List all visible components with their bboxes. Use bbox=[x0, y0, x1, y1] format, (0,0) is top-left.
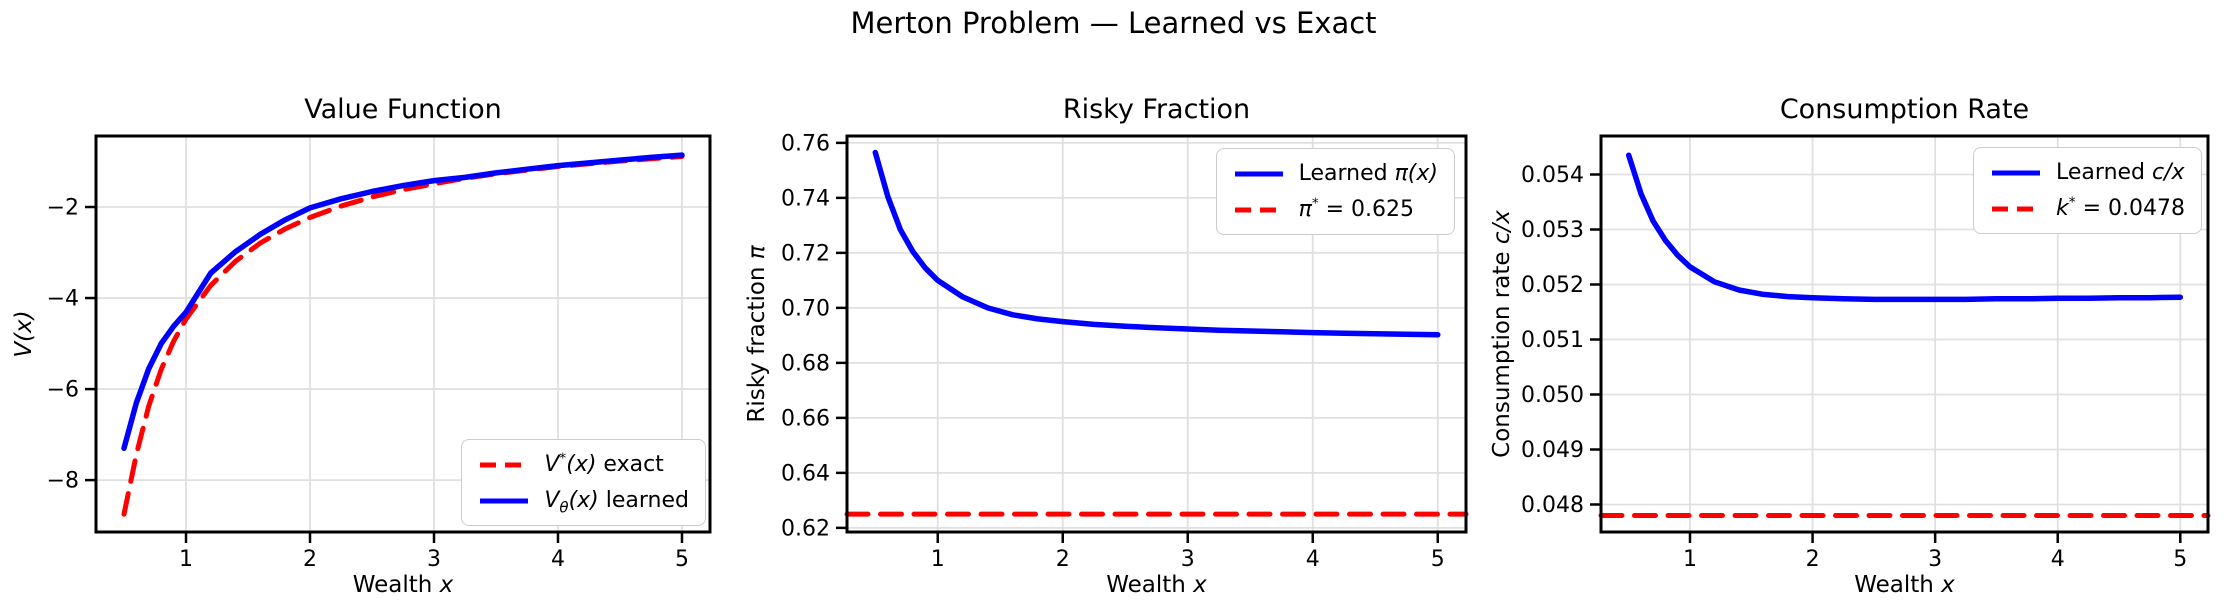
y-tick-label: 0.76 bbox=[781, 131, 830, 156]
x-tick-label: 5 bbox=[1431, 547, 1445, 572]
y-tick-label: 0.053 bbox=[1521, 218, 1584, 243]
legend-consumption-rate: Learned c/x k* = 0.0478 bbox=[1973, 147, 2202, 234]
legend-entry: Learned c/x bbox=[1990, 159, 2185, 186]
y-axis-label-consumption-rate: Consumption rate c/x bbox=[1489, 210, 1515, 458]
x-tick-label: 4 bbox=[1306, 547, 1320, 572]
x-tick-label: 5 bbox=[675, 547, 689, 572]
legend-label: Vθ(x) learned bbox=[544, 488, 689, 517]
panel-title-consumption-rate: Consumption Rate bbox=[1779, 94, 2030, 125]
panel-title-value-function: Value Function bbox=[304, 94, 502, 125]
x-tick-label: 4 bbox=[2051, 547, 2065, 572]
x-axis-label-consumption-rate: Wealth x bbox=[1854, 572, 1955, 598]
legend-entry: π* = 0.625 bbox=[1233, 196, 1438, 223]
y-tick-label: 0.048 bbox=[1521, 493, 1584, 518]
legend-label: V*(x) exact bbox=[544, 450, 664, 477]
axes-frame bbox=[1599, 134, 2210, 534]
x-tick-label: 1 bbox=[1683, 547, 1697, 572]
y-tick-label: 0.054 bbox=[1521, 163, 1584, 188]
y-tick-label: 0.052 bbox=[1521, 273, 1584, 298]
axes-frame bbox=[94, 134, 712, 534]
x-tick-label: 3 bbox=[427, 547, 441, 572]
x-tick-label: 2 bbox=[303, 547, 317, 572]
reference-curve bbox=[121, 154, 685, 517]
legend-value-function: V*(x) exact Vθ(x) learned bbox=[461, 439, 706, 526]
x-tick-label: 3 bbox=[1928, 547, 1942, 572]
legend-label: k* = 0.0478 bbox=[2056, 194, 2185, 221]
x-tick-label: 2 bbox=[1806, 547, 1820, 572]
y-axis-label-value-function: V(x) bbox=[11, 310, 37, 358]
learned-curve bbox=[872, 149, 1441, 338]
x-tick-label: 3 bbox=[1181, 547, 1195, 572]
x-tick-label: 1 bbox=[179, 547, 193, 572]
dashed-line-sample bbox=[480, 462, 529, 467]
y-tick-label: −4 bbox=[47, 287, 79, 312]
x-axis-label-risky-fraction: Wealth x bbox=[1106, 572, 1207, 598]
y-tick-label: 0.050 bbox=[1521, 383, 1584, 408]
y-tick-label: 0.64 bbox=[781, 461, 830, 486]
y-tick-label: 0.74 bbox=[781, 186, 830, 211]
dashed-line-sample bbox=[1992, 206, 2041, 211]
x-tick-label: 4 bbox=[551, 547, 565, 572]
legend-label: π* = 0.625 bbox=[1298, 195, 1415, 222]
x-tick-label: 1 bbox=[931, 547, 945, 572]
x-axis-label-value-function: Wealth x bbox=[352, 572, 454, 598]
solid-line-sample bbox=[1992, 170, 2041, 175]
y-tick-label: 0.68 bbox=[781, 351, 830, 376]
y-tick-label: −2 bbox=[47, 195, 79, 220]
y-tick-label: 0.051 bbox=[1521, 328, 1584, 353]
y-tick-label: 0.049 bbox=[1521, 438, 1584, 463]
solid-line-sample bbox=[480, 498, 529, 503]
solid-line-sample bbox=[1234, 171, 1283, 176]
y-tick-label: 0.66 bbox=[781, 406, 830, 431]
legend-entry: V*(x) exact bbox=[478, 451, 689, 478]
x-tick-label: 5 bbox=[2173, 547, 2187, 572]
panel-title-risky-fraction: Risky Fraction bbox=[1062, 94, 1251, 125]
legend-risky-fraction: Learned π(x) π* = 0.625 bbox=[1215, 148, 1455, 235]
y-axis-label-risky-fraction: Risky fraction π bbox=[744, 245, 770, 423]
legend-entry: Vθ(x) learned bbox=[478, 487, 689, 517]
dashed-line-sample bbox=[1234, 207, 1283, 212]
learned-curve bbox=[1625, 152, 2184, 303]
axes-frame bbox=[845, 134, 1468, 534]
legend-label: Learned π(x) bbox=[1298, 161, 1438, 186]
legend-entry: k* = 0.0478 bbox=[1990, 195, 2185, 222]
legend-entry: Learned π(x) bbox=[1233, 160, 1438, 187]
y-tick-label: 0.72 bbox=[781, 241, 830, 266]
legend-label: Learned c/x bbox=[2056, 160, 2185, 185]
y-tick-label: 0.70 bbox=[781, 296, 830, 321]
x-tick-label: 2 bbox=[1056, 547, 1070, 572]
y-tick-label: 0.62 bbox=[781, 516, 830, 541]
learned-curve bbox=[121, 152, 685, 451]
y-tick-label: −8 bbox=[47, 469, 79, 494]
figure-suptitle: Merton Problem — Learned vs Exact bbox=[850, 6, 1377, 40]
y-tick-label: −6 bbox=[47, 378, 79, 403]
